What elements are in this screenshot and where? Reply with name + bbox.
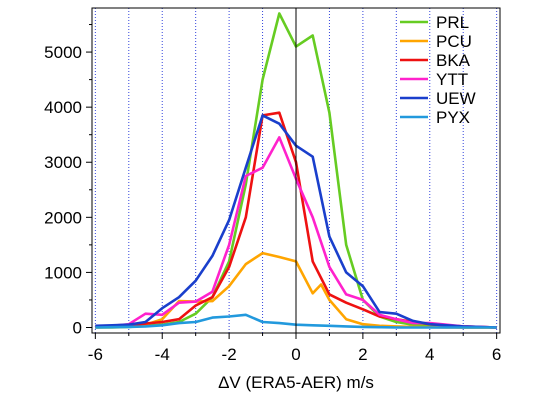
x-tick-label: -2 bbox=[222, 345, 237, 364]
x-tick-label: -6 bbox=[88, 345, 103, 364]
legend-label-bka: BKA bbox=[436, 51, 471, 70]
axis-ticks: -6 -4 -2 0 2 4 6 0 1000 2000 3000 4000 5000 bbox=[44, 24, 501, 364]
y-tick-label: 4000 bbox=[44, 98, 82, 117]
y-tick-label: 3000 bbox=[44, 153, 82, 172]
x-tick-label: 2 bbox=[358, 345, 367, 364]
legend-label-prl: PRL bbox=[436, 13, 469, 32]
y-tick-label: 0 bbox=[73, 318, 82, 337]
legend-label-ytt: YTT bbox=[436, 70, 468, 89]
x-tick-label: 4 bbox=[425, 345, 434, 364]
y-tick-label: 5000 bbox=[44, 43, 82, 62]
legend-label-pcu: PCU bbox=[436, 32, 472, 51]
x-tick-label: 0 bbox=[291, 345, 300, 364]
x-tick-label: -4 bbox=[155, 345, 170, 364]
x-axis-label: ΔV (ERA5-AER) m/s bbox=[218, 373, 374, 392]
vertical-grid bbox=[94, 8, 498, 333]
x-tick-label: 6 bbox=[492, 345, 501, 364]
legend-label-pyx: PYX bbox=[436, 108, 470, 127]
legend-label-uew: UEW bbox=[436, 89, 476, 108]
y-tick-label: 1000 bbox=[44, 263, 82, 282]
y-tick-label: 2000 bbox=[44, 208, 82, 227]
